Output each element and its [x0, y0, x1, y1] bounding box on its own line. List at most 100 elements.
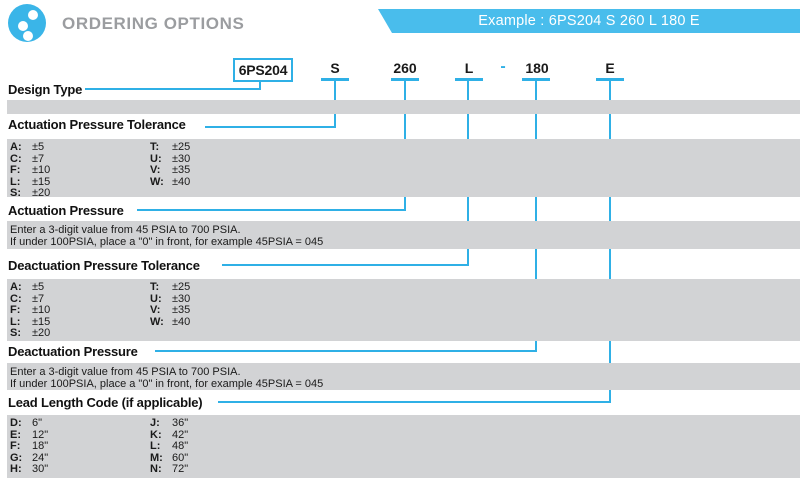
code-label: A: — [10, 141, 22, 153]
code-label: V: — [150, 304, 161, 317]
band-actuation-pressure-note: Enter a 3-digit value from 45 PSIA to 70… — [7, 221, 800, 249]
code-row: W: ±40 — [150, 316, 190, 329]
code-label: J: — [150, 417, 160, 429]
heading-actuation-pressure: Actuation Pressure — [8, 203, 124, 218]
code-value: 36" — [172, 417, 189, 429]
code-row: L: ±15 — [10, 175, 51, 189]
segment-deactuation-tolerance: L — [464, 60, 474, 76]
code-row: S: ±20 — [10, 188, 50, 200]
heading-lead-length-code: Lead Length Code (if applicable) — [8, 395, 203, 410]
page-title: ORDERING OPTIONS — [62, 14, 245, 33]
pressure-note: Enter a 3-digit value from 45 PSIA to 70… — [10, 366, 323, 390]
code-row: F: ±10 — [10, 305, 50, 317]
code-value: 18" — [32, 440, 49, 453]
tolerance-table-left-column: A: ±5 C: ±7 F: ±10 L: ±15 S: ±20 — [10, 141, 51, 200]
code-row: A: ±5 — [10, 141, 50, 154]
code-value: ±25 — [172, 281, 191, 293]
band-deactuation-tolerance-table: A: ±5 C: ±7 F: ±10 L: ±15 S: ±20 T: ±25 U: ±30 V: ±35 W… — [7, 279, 800, 341]
code-row: S: ±20 — [10, 328, 50, 340]
pressure-note-line1: Enter a 3-digit value from 45 PSIA to 70… — [10, 224, 241, 236]
code-value: ±15 — [32, 315, 51, 328]
code-value: ±40 — [172, 175, 191, 188]
code-label: W: — [150, 175, 164, 188]
pressure-note-line2: If under 100PSIA, place a "0" in front, … — [10, 378, 324, 390]
code-label: A: — [10, 281, 22, 293]
code-value: ±35 — [172, 164, 191, 177]
connector-pin-dot — [18, 21, 28, 31]
code-row: D: 6" — [10, 417, 48, 430]
code-value: 48" — [172, 440, 189, 453]
code-label: T: — [150, 281, 160, 293]
band-design-type — [7, 100, 800, 114]
code-label: F: — [10, 304, 21, 317]
heading-actuation-pressure-tolerance: Actuation Pressure Tolerance — [8, 117, 186, 132]
code-value: ±30 — [172, 292, 191, 305]
example-text: Example : 6PS204 S 260 L 180 E — [478, 13, 700, 29]
code-value: 42" — [172, 428, 189, 441]
connector-deactuation-tolerance-line — [222, 264, 469, 266]
code-row: V: ±35 — [150, 305, 190, 317]
tolerance-table-right-column: T: ±25 U: ±30 V: ±35 W: ±40 — [150, 141, 191, 189]
code-label: F: — [10, 440, 21, 453]
underline-lead-length — [596, 78, 624, 81]
band-lead-length-table: D: 6" E: 12" F: 18" G: 24" H: 30" J: 36" K: 42" L: 48"… — [7, 415, 800, 478]
segment-actuation-tolerance: S — [330, 60, 340, 76]
code-label: S: — [10, 187, 21, 200]
band-actuation-tolerance-table: A: ±5 C: ±7 F: ±10 L: ±15 S: ±20 T: ±25 U: ±30 V: ±35 W… — [7, 139, 800, 200]
code-row: L: ±15 — [10, 315, 51, 329]
segment-lead-length: E — [605, 60, 615, 76]
code-label: L: — [10, 315, 21, 328]
code-value: ±7 — [32, 152, 45, 165]
code-label: L: — [150, 440, 161, 453]
code-row: T: ±25 — [150, 141, 190, 154]
tolerance-table-right-column: T: ±25 U: ±30 V: ±35 W: ±40 — [150, 281, 191, 329]
code-label: E: — [10, 428, 21, 441]
code-row: T: ±25 — [150, 281, 191, 294]
code-label: K: — [150, 428, 162, 441]
code-value: ±10 — [32, 164, 51, 177]
code-value: ±30 — [172, 152, 191, 165]
code-row: A: ±5 — [10, 281, 50, 294]
connector-lead-length-line — [218, 401, 611, 403]
code-row: C: ±7 — [10, 152, 50, 166]
segment-actuation-pressure: 260 — [393, 60, 417, 76]
code-value: 72" — [172, 463, 189, 476]
tolerance-table-left-column: A: ±5 C: ±7 F: ±10 L: ±15 S: ±20 — [10, 281, 51, 340]
underline-deactuation-tolerance — [455, 78, 483, 81]
connector-deactuation-pressure-line — [155, 350, 537, 352]
code-label: N: — [150, 463, 162, 476]
lead-length-table-right-column: J: 36" K: 42" L: 48" M: 60" N: 72" — [150, 417, 189, 476]
underline-deactuation-pressure — [522, 78, 550, 81]
pressure-note: Enter a 3-digit value from 45 PSIA to 70… — [10, 224, 323, 248]
connector-actuation-pressure-line — [137, 209, 406, 211]
heading-deactuation-pressure: Deactuation Pressure — [8, 344, 138, 359]
code-value: 12" — [32, 428, 49, 441]
connector-face-icon — [8, 4, 46, 42]
connector-actuation-tolerance-line — [205, 126, 336, 128]
code-value: ±15 — [32, 175, 51, 188]
segment-separator: - — [500, 58, 506, 75]
code-label: F: — [10, 164, 21, 177]
code-row: W: ±40 — [150, 175, 191, 189]
underline-actuation-pressure — [391, 78, 419, 81]
pressure-note-line2: If under 100PSIA, place a "0" in front, … — [10, 236, 324, 248]
heading-design-type: Design Type — [8, 82, 83, 97]
code-row: U: ±30 — [150, 292, 191, 306]
underline-actuation-tolerance — [321, 78, 349, 81]
code-row: G: 24" — [10, 452, 48, 465]
code-value: 60" — [172, 451, 189, 464]
lead-length-table-left-column: D: 6" E: 12" F: 18" G: 24" H: 30" — [10, 417, 49, 476]
code-value: ±35 — [172, 304, 191, 317]
code-label: C: — [10, 292, 22, 305]
code-label: U: — [150, 152, 162, 165]
connector-pin-dot — [28, 10, 38, 20]
code-row: N: 72" — [150, 464, 188, 476]
code-value: ±7 — [32, 292, 45, 305]
code-label: C: — [10, 152, 22, 165]
code-label: V: — [150, 164, 161, 177]
band-deactuation-pressure-note: Enter a 3-digit value from 45 PSIA to 70… — [7, 363, 800, 390]
code-value: ±5 — [32, 281, 45, 293]
example-banner: Example : 6PS204 S 260 L 180 E — [378, 9, 800, 33]
code-value: ±20 — [32, 187, 51, 200]
code-label: H: — [10, 463, 22, 476]
